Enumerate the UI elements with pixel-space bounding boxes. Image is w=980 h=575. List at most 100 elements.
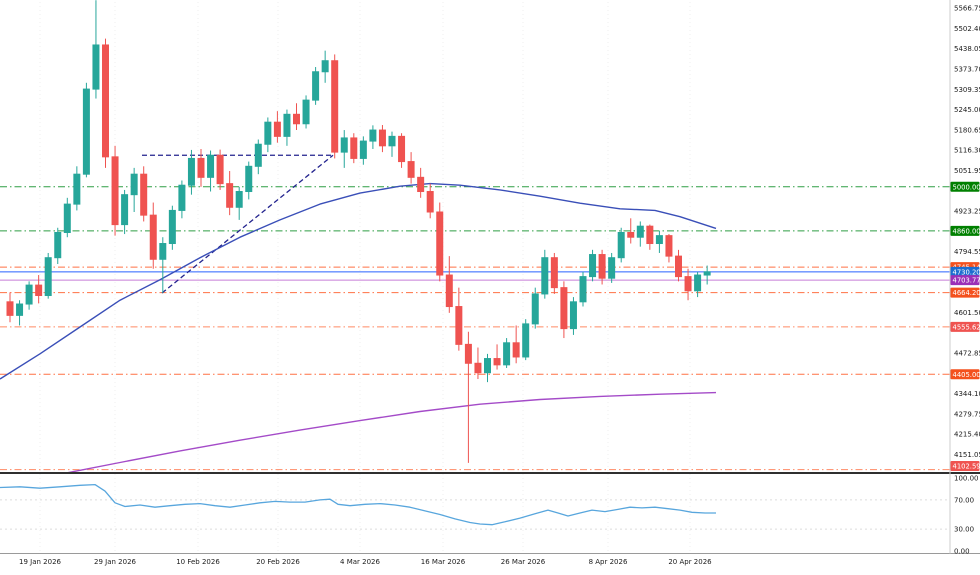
trendline <box>161 154 334 294</box>
price-level-badge <box>950 461 980 471</box>
price-axis[interactable]: 5566.75 5502.40 5438.05 5373.70 5309.35 5245.… <box>954 5 980 459</box>
candle-body <box>159 243 167 260</box>
candle-body <box>187 157 195 186</box>
price-level-badge-label: 4102.59 <box>953 463 980 471</box>
price-tick-label: 4344.10 <box>954 390 980 398</box>
candle-body <box>54 231 62 259</box>
candle-body <box>73 173 81 205</box>
trendline-pattern[interactable] <box>142 154 334 294</box>
price-level-badge <box>950 181 980 192</box>
candle-body <box>35 284 43 297</box>
time-tick-label: 26 Mar 2026 <box>501 558 546 566</box>
candle-body <box>684 276 692 292</box>
price-level-badge <box>950 369 980 380</box>
price-tick-label: 5502.40 <box>954 25 980 33</box>
time-tick-label: 4 Mar 2026 <box>340 558 380 566</box>
time-tick-label: 16 Mar 2026 <box>421 558 466 566</box>
candle-body <box>25 284 33 305</box>
candle-body <box>550 257 558 289</box>
price-tick-label: 5373.70 <box>954 66 980 74</box>
candle-body <box>16 303 24 316</box>
candle-body <box>350 137 358 159</box>
indicator-axis[interactable]: 100.00 70.00 30.00 0.00 <box>954 475 979 556</box>
candle-body <box>254 143 262 167</box>
candle-body <box>168 209 176 245</box>
candle-body <box>388 135 396 147</box>
candle-body <box>273 121 281 137</box>
candle-body <box>207 154 215 178</box>
candle-body <box>140 173 148 216</box>
time-tick-label: 19 Jan 2026 <box>19 558 62 566</box>
candle-body <box>436 211 444 276</box>
price-tick-label: 5245.00 <box>954 106 980 114</box>
price-tick-label: 5438.05 <box>954 45 980 53</box>
price-level-badge <box>950 287 980 298</box>
price-tick-label: 5116.30 <box>954 147 980 155</box>
price-badges-layer: 5000.004860.004745.144730.204703.774664.… <box>950 181 980 471</box>
candle-body <box>617 231 625 259</box>
separators <box>0 0 980 554</box>
price-tick-label: 4472.85 <box>954 349 980 357</box>
candle-body <box>589 254 597 278</box>
price-tick-label: 5309.35 <box>954 86 980 94</box>
price-tick-label: 5180.65 <box>954 126 980 134</box>
price-level-badge <box>950 321 980 332</box>
candle-body <box>512 342 520 358</box>
candle-body <box>82 88 90 175</box>
price-tick-label: 4794.55 <box>954 248 980 256</box>
candle-body <box>627 231 635 238</box>
price-level-badge-label: 4664.20 <box>953 289 980 297</box>
candle-body <box>398 135 406 163</box>
oscillator-line <box>0 483 716 526</box>
time-axis[interactable]: 19 Jan 2026 29 Jan 2026 10 Feb 2026 20 Feb … <box>19 558 712 566</box>
candle-body <box>130 173 138 196</box>
candle-body <box>111 156 119 226</box>
candle-body <box>569 301 577 330</box>
price-level-badge-label: 4860.00 <box>953 227 980 235</box>
levels-layer <box>0 186 950 471</box>
candle-body <box>302 99 310 125</box>
candle-body <box>665 235 673 257</box>
candle-body <box>464 343 472 364</box>
price-level-badge <box>950 225 980 236</box>
candle-body <box>522 323 530 358</box>
time-tick-label: 10 Feb 2026 <box>176 558 220 566</box>
candle-body <box>92 44 100 90</box>
candle-body <box>445 274 453 308</box>
price-tick-label: 5051.95 <box>954 167 980 175</box>
candle-body <box>331 60 339 153</box>
candle-body <box>493 358 501 366</box>
price-tick-label: 4601.50 <box>954 309 980 317</box>
candle-body <box>121 194 129 226</box>
candle-body <box>369 129 377 142</box>
candle-body <box>293 113 300 125</box>
candle-body <box>598 254 606 279</box>
candle-body <box>455 306 463 345</box>
candle-body <box>178 184 186 211</box>
candle-body <box>560 287 568 330</box>
price-level-badge <box>950 275 980 286</box>
candle-body <box>378 129 386 147</box>
candle-body <box>149 214 157 260</box>
price-level-badge-label: 4730.20 <box>953 268 980 276</box>
candle-body <box>216 154 224 185</box>
candle-body <box>474 362 482 374</box>
indicator-layer <box>0 483 716 526</box>
candle-body <box>197 157 205 178</box>
price-tick-label: 4215.40 <box>954 431 980 439</box>
candle-body <box>321 60 329 73</box>
price-level-badge-label: 5000.00 <box>953 183 980 191</box>
candles-layer <box>6 0 711 463</box>
candle-body <box>407 161 415 178</box>
price-tick-label: 4923.25 <box>954 207 980 215</box>
price-tick-label: 4279.75 <box>954 410 980 418</box>
indicator-tick-label: 70.00 <box>954 496 974 504</box>
candle-body <box>6 301 14 316</box>
time-tick-label: 8 Apr 2026 <box>589 558 628 566</box>
moving-averages-layer <box>0 182 717 472</box>
candle-body <box>636 225 644 238</box>
price-level-badge <box>950 266 980 277</box>
candle-body <box>359 140 367 159</box>
